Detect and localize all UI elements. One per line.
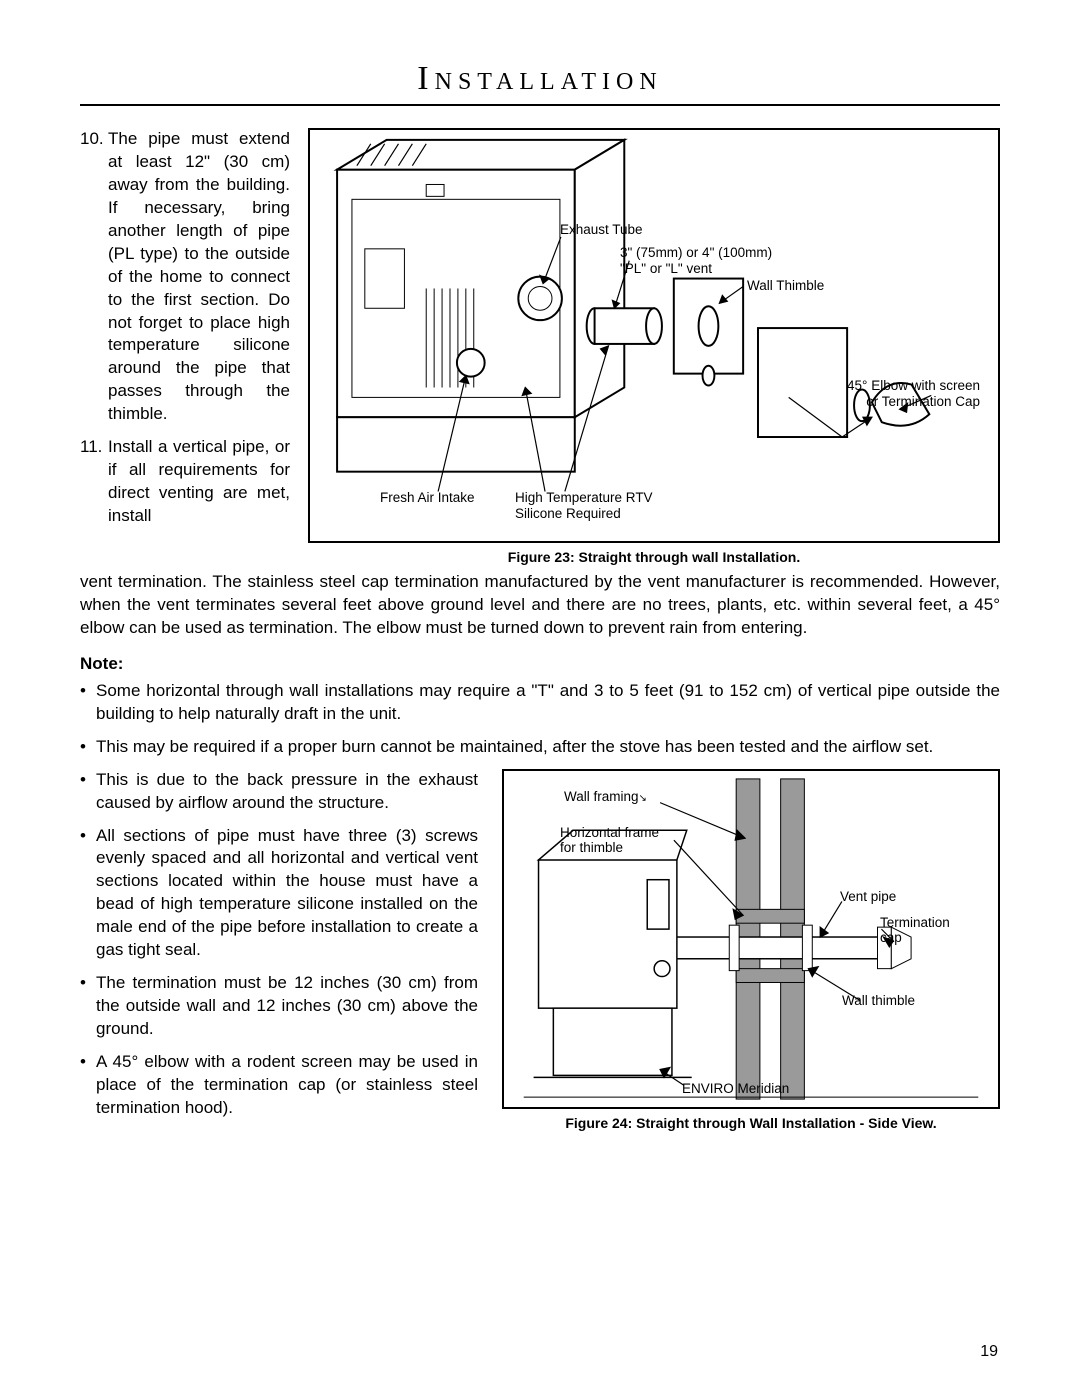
bullet-text: This may be required if a proper burn ca… [96, 736, 933, 759]
page-number: 19 [980, 1343, 998, 1361]
bullet: •This may be required if a proper burn c… [80, 736, 1000, 759]
bullet-text: All sections of pipe must have three (3)… [96, 825, 478, 963]
figure-24-caption: Figure 24: Straight through Wall Install… [502, 1115, 1000, 1131]
figure-23-wrap: Exhaust Tube 3" (75mm) or 4" (100mm) "PL… [308, 128, 1000, 565]
figure-23-caption: Figure 23: Straight through wall Install… [308, 549, 1000, 565]
note-heading: Note: [80, 654, 1000, 674]
top-row: 10. The pipe must extend at least 12" (3… [80, 128, 1000, 565]
bullet-text: Some horizontal through wall installatio… [96, 680, 1000, 726]
bullet: •Some horizontal through wall installati… [80, 680, 1000, 726]
bullet-dot: • [80, 1051, 96, 1120]
label-wall-framing: Wall framing↘ [564, 789, 647, 805]
label-term-cap: Termination cap [880, 915, 950, 946]
title-rule [80, 104, 1000, 106]
bullet-text: The termination must be 12 inches (30 cm… [96, 972, 478, 1041]
bullets-left-column: •This is due to the back pressure in the… [80, 769, 478, 1131]
list-text: Install a vertical pipe, or if all requi… [108, 436, 290, 528]
label-wall-thimble-1: Wall Thimble [747, 278, 824, 294]
figure-23-svg [310, 130, 998, 541]
bullet: •The termination must be 12 inches (30 c… [80, 972, 478, 1041]
figure-23: Exhaust Tube 3" (75mm) or 4" (100mm) "PL… [308, 128, 1000, 543]
label-horiz-frame: Horizontal frame for thimble [560, 825, 659, 856]
bullet-dot: • [80, 736, 96, 759]
bullet-dot: • [80, 680, 96, 726]
list-item-10: 10. The pipe must extend at least 12" (3… [80, 128, 290, 426]
bullet-dot: • [80, 972, 96, 1041]
bullet: •A 45° elbow with a rodent screen may be… [80, 1051, 478, 1120]
label-silicone: High Temperature RTV Silicone Required [515, 490, 653, 521]
figure-24-wrap: Wall framing↘ Horizontal frame for thimb… [502, 769, 1000, 1131]
bullet-dot: • [80, 769, 96, 815]
list-num: 10. [80, 128, 108, 426]
list-num: 11. [80, 436, 108, 528]
continuation-text: vent termination. The stainless steel ca… [80, 571, 1000, 640]
bullet-text: This is due to the back pressure in the … [96, 769, 478, 815]
list-text: The pipe must extend at least 12" (30 cm… [108, 128, 290, 426]
label-vent-pipe: Vent pipe [840, 889, 896, 905]
list-item-11: 11. Install a vertical pipe, or if all r… [80, 436, 290, 528]
label-fresh-air: Fresh Air Intake [380, 490, 475, 506]
bullet-dot: • [80, 825, 96, 963]
label-exhaust-tube: Exhaust Tube [560, 222, 643, 238]
bullet: •This is due to the back pressure in the… [80, 769, 478, 815]
figure-24: Wall framing↘ Horizontal frame for thimb… [502, 769, 1000, 1109]
bullet-text: A 45° elbow with a rodent screen may be … [96, 1051, 478, 1120]
bullets-full-width: •Some horizontal through wall installati… [80, 680, 1000, 759]
label-vent-size: 3" (75mm) or 4" (100mm) "PL" or "L" vent [620, 245, 772, 276]
page-title: Installation [80, 60, 1000, 98]
bottom-row: •This is due to the back pressure in the… [80, 769, 1000, 1131]
numbered-list: 10. The pipe must extend at least 12" (3… [80, 128, 290, 565]
label-text: Wall framing [564, 789, 639, 804]
label-wall-thimble-2: Wall thimble [842, 993, 915, 1009]
label-elbow: 45° Elbow with screen or Termination Cap [780, 378, 980, 409]
label-product: ENVIRO Meridian [682, 1081, 789, 1097]
bullet: •All sections of pipe must have three (3… [80, 825, 478, 963]
